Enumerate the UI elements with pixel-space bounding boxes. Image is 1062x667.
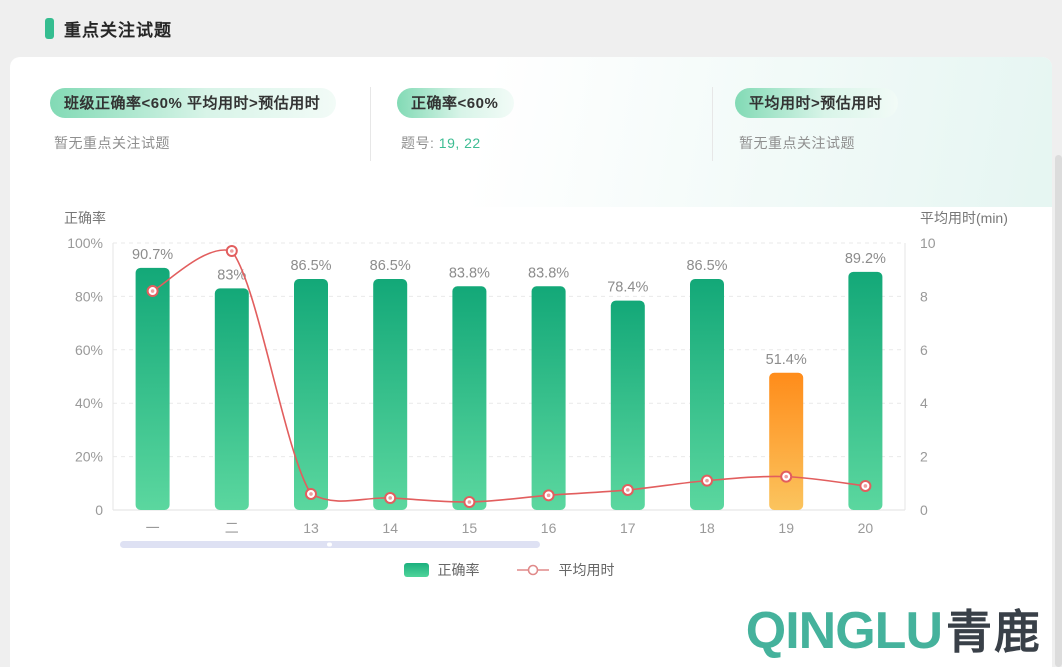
section-divider: [712, 87, 713, 161]
condition-badge: 正确率<60%: [397, 88, 515, 118]
legend-item-avg-time[interactable]: 平均用时: [516, 560, 615, 580]
avg-time-marker[interactable]: [305, 487, 317, 500]
page-header: 重点关注试题: [0, 0, 1062, 57]
question-numbers-label: 题号:: [401, 135, 435, 151]
accuracy-bar[interactable]: [373, 279, 408, 510]
accuracy-bar[interactable]: [531, 286, 566, 510]
avg-time-marker[interactable]: [146, 285, 159, 298]
page-title: 重点关注试题: [64, 21, 172, 40]
logo-latin-text: QINGLU: [745, 602, 943, 660]
legend-label: 正确率: [437, 562, 480, 578]
accuracy-swatch-icon: [403, 563, 429, 577]
accuracy-bar[interactable]: [769, 372, 804, 510]
accuracy-bar[interactable]: [294, 279, 328, 510]
section-time-over-estimate: 平均用时>预估用时 暂无重点关注试题: [735, 88, 899, 153]
avg-time-marker[interactable]: [542, 489, 555, 502]
accuracy-bar[interactable]: [610, 300, 645, 510]
vertical-scrollbar-thumb[interactable]: [1055, 155, 1062, 667]
avg-time-marker[interactable]: [859, 479, 872, 492]
question-numbers-values[interactable]: 19, 22: [438, 135, 481, 151]
question-numbers-row: 题号: 19, 22: [401, 133, 514, 153]
legend-label: 平均用时: [558, 562, 615, 578]
avg-time-line-icon: [516, 564, 549, 576]
avg-time-marker[interactable]: [384, 491, 397, 504]
condition-badge: 平均用时>预估用时: [735, 88, 899, 118]
avg-time-marker[interactable]: [463, 495, 476, 508]
avg-time-marker[interactable]: [621, 483, 634, 496]
section-empty-text: 暂无重点关注试题: [54, 135, 170, 151]
qinglu-logo: QINGLU 青鹿: [746, 596, 1042, 662]
logo-cjk-text: 青鹿: [946, 606, 1042, 658]
title-accent-bar: [45, 18, 54, 39]
chart-legend: 正确率 平均用时: [113, 560, 905, 580]
legend-item-accuracy[interactable]: 正确率: [403, 560, 480, 580]
section-divider: [370, 87, 371, 161]
section-accuracy-below-60: 正确率<60% 题号: 19, 22: [397, 88, 515, 153]
accuracy-bar[interactable]: [214, 288, 249, 510]
avg-time-marker[interactable]: [701, 474, 713, 487]
condition-badge: 班级正确率<60% 平均用时>预估用时: [50, 88, 337, 118]
avg-time-marker[interactable]: [780, 470, 793, 483]
datazoom-slider[interactable]: [120, 541, 540, 548]
accuracy-bar[interactable]: [848, 271, 883, 510]
section-empty-text: 暂无重点关注试题: [739, 135, 855, 151]
avg-time-marker[interactable]: [225, 245, 238, 258]
accuracy-bar[interactable]: [135, 267, 170, 510]
accuracy-bar[interactable]: [452, 286, 487, 510]
section-class-accuracy-and-time: 班级正确率<60% 平均用时>预估用时 暂无重点关注试题: [50, 88, 337, 153]
